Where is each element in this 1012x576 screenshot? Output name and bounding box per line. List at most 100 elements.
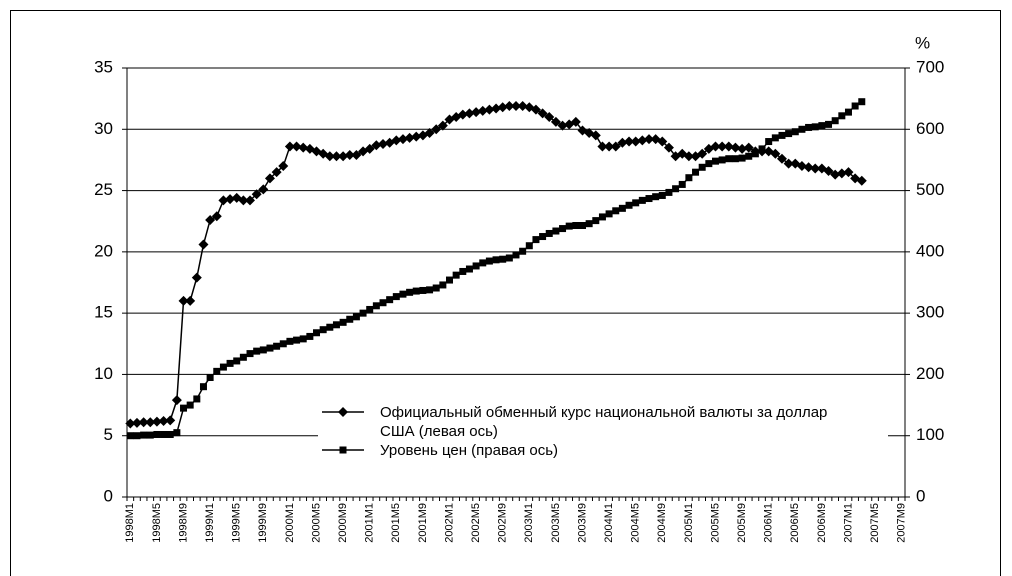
diamond-marker xyxy=(324,151,335,162)
square-marker xyxy=(592,217,600,225)
x-tick-label: 2004M9 xyxy=(656,503,668,543)
diamond-marker xyxy=(178,295,189,306)
square-marker xyxy=(692,168,700,176)
diamond-marker xyxy=(617,137,628,148)
square-marker xyxy=(718,156,726,164)
diamond-marker xyxy=(411,131,422,142)
square-marker xyxy=(426,286,434,294)
square-marker xyxy=(745,152,753,160)
x-tick-label: 2007M9 xyxy=(896,503,908,543)
legend: Официальный обменный курс национальной в… xyxy=(318,403,888,460)
diamond-marker xyxy=(437,120,448,131)
square-marker xyxy=(698,163,706,171)
y-tick-label: 0 xyxy=(104,486,113,505)
diamond-marker xyxy=(225,194,236,205)
x-tick-label: 1999M1 xyxy=(204,503,216,543)
diamond-marker xyxy=(663,142,674,153)
square-marker xyxy=(266,344,274,352)
x-tick-label: 2001M5 xyxy=(390,503,402,543)
square-marker xyxy=(406,288,414,296)
square-marker xyxy=(672,185,680,193)
square-marker xyxy=(386,296,394,304)
square-marker xyxy=(512,251,520,259)
square-marker xyxy=(273,342,281,350)
diamond-marker xyxy=(796,161,807,172)
diamond-marker xyxy=(431,124,442,135)
x-tick-label: 1998M5 xyxy=(151,503,163,543)
square-marker xyxy=(499,255,507,263)
x-tick-label: 2004M5 xyxy=(630,503,642,543)
diamond-marker xyxy=(424,127,435,138)
legend-swatch xyxy=(322,446,364,454)
square-marker xyxy=(818,122,826,130)
diamond-marker xyxy=(630,136,641,147)
x-tick-label: 2005M5 xyxy=(709,503,721,543)
legend-swatch xyxy=(322,407,364,417)
diamond-marker xyxy=(637,135,648,146)
diamond-marker xyxy=(776,153,787,164)
diamond-marker xyxy=(298,142,309,153)
diamond-marker xyxy=(198,239,209,250)
y-tick-label: 35 xyxy=(94,57,113,76)
square-marker xyxy=(625,201,633,209)
square-marker xyxy=(326,323,334,331)
square-marker xyxy=(472,262,480,270)
diamond-marker xyxy=(477,105,488,116)
x-tick-label: 2000M5 xyxy=(310,503,322,543)
diamond-marker xyxy=(391,135,402,146)
square-marker xyxy=(239,353,247,361)
x-tick-label: 1999M5 xyxy=(231,503,243,543)
square-marker xyxy=(751,150,759,158)
square-marker xyxy=(180,404,188,412)
square-marker xyxy=(379,299,387,307)
diamond-marker xyxy=(723,141,734,152)
square-marker xyxy=(133,432,141,440)
x-tick-label: 2005M9 xyxy=(736,503,748,543)
diamond-marker xyxy=(597,141,608,152)
y-tick-label: 30 xyxy=(94,119,113,138)
square-marker xyxy=(851,102,859,110)
square-marker xyxy=(366,305,374,313)
square-marker xyxy=(492,256,500,264)
diamond-marker xyxy=(158,416,169,427)
square-marker xyxy=(838,112,846,120)
square-marker xyxy=(485,257,493,265)
square-marker xyxy=(565,222,573,230)
square-marker xyxy=(279,340,287,348)
square-marker xyxy=(658,191,666,199)
square-marker xyxy=(505,254,513,262)
diamond-marker xyxy=(404,132,415,143)
x-tick-label: 2003M5 xyxy=(550,503,562,543)
x-tick-label: 2001M1 xyxy=(364,503,376,543)
x-tick-label: 1998M1 xyxy=(124,503,136,543)
square-marker xyxy=(399,290,407,298)
diamond-marker xyxy=(504,100,515,111)
square-marker xyxy=(346,315,354,323)
square-marker xyxy=(539,233,547,241)
square-marker xyxy=(731,155,739,163)
square-marker xyxy=(844,108,852,116)
square-marker xyxy=(140,431,148,439)
square-marker xyxy=(446,276,454,284)
diamond-marker xyxy=(185,295,196,306)
x-tick-label: 2002M1 xyxy=(443,503,455,543)
diamond-marker xyxy=(218,195,229,206)
square-marker xyxy=(598,213,606,221)
square-marker xyxy=(372,302,380,310)
diamond-marker xyxy=(291,141,302,152)
square-marker xyxy=(359,309,367,317)
diamond-marker xyxy=(737,143,748,154)
legend-label: Официальный обменный курс национальной в… xyxy=(380,404,828,440)
square-marker xyxy=(339,446,347,454)
square-marker xyxy=(632,199,640,207)
square-marker xyxy=(186,401,194,409)
x-tick-label: 2000M9 xyxy=(337,503,349,543)
square-marker xyxy=(146,431,154,439)
square-marker xyxy=(226,359,234,367)
square-marker xyxy=(173,429,181,437)
diamond-marker xyxy=(683,151,694,162)
square-marker xyxy=(206,373,214,381)
diamond-marker xyxy=(125,418,136,429)
square-marker xyxy=(618,204,626,212)
